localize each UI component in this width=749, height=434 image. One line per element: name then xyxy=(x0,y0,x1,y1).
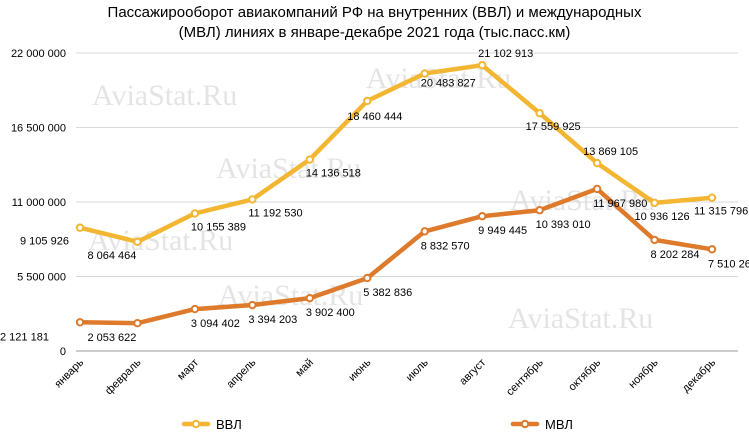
data-point xyxy=(535,108,544,118)
legend-label: МВЛ xyxy=(545,417,573,432)
data-label: 13 869 105 xyxy=(583,146,638,158)
data-point xyxy=(592,184,602,194)
watermark-layer: AviaStat.RuAviaStat.RuAviaStat.RuAviaSta… xyxy=(88,62,655,335)
chart-title-line2: (МВЛ) линиях в январе-декабре 2021 года … xyxy=(178,24,571,41)
x-tick-label: ноябрь xyxy=(627,356,661,390)
grid-lines xyxy=(76,52,738,352)
data-label: 17 559 925 xyxy=(526,121,581,133)
y-tick-label: 16 500 000 xyxy=(11,123,66,135)
watermark-text: AviaStat.Ru xyxy=(92,79,237,112)
data-label: 10 155 389 xyxy=(191,221,246,233)
data-point xyxy=(133,318,142,328)
data-point xyxy=(305,293,315,303)
data-point xyxy=(363,96,372,106)
y-tick-label: 0 xyxy=(60,346,66,358)
data-label: 2 053 622 xyxy=(87,332,136,344)
series-line-vvl xyxy=(77,62,715,245)
data-label: 14 136 518 xyxy=(306,168,361,180)
data-point xyxy=(535,206,544,215)
watermark-text: AviaStat.Ru xyxy=(508,302,653,335)
data-point xyxy=(248,195,257,204)
x-tick-label: июнь xyxy=(346,356,373,383)
x-tick-label: апрель xyxy=(224,356,258,390)
x-tick-label: декабрь xyxy=(680,356,718,394)
data-point xyxy=(305,155,315,164)
data-point xyxy=(477,60,487,70)
data-label: 18 460 444 xyxy=(347,111,402,123)
y-tick-label: 22 000 000 xyxy=(11,48,66,60)
series-points xyxy=(75,60,717,328)
y-axis: 0 5 500 000 11 000 000 16 500 000 22 000 000 xyxy=(11,48,66,358)
legend-label: ВВЛ xyxy=(216,417,242,432)
y-tick-label: 11 000 000 xyxy=(12,197,66,209)
watermark-text: AviaStat.Ru xyxy=(216,152,361,185)
x-axis: январь февраль март апрель май июнь июль август… xyxy=(52,356,718,398)
data-point xyxy=(75,223,85,232)
data-point xyxy=(75,318,85,327)
data-point xyxy=(133,237,142,246)
series-lines xyxy=(77,62,715,326)
data-label: 2 121 181 xyxy=(0,331,49,343)
chart-title: Пассажирооборот авиакомпаний РФ на внутр… xyxy=(0,3,749,43)
data-label: 3 394 203 xyxy=(248,314,297,326)
data-point xyxy=(707,193,717,202)
data-point xyxy=(363,273,372,283)
data-label: 21 102 913 xyxy=(478,48,533,60)
x-tick-label: май xyxy=(293,357,316,380)
y-tick-label: 5 500 000 xyxy=(17,272,66,284)
data-label: 11 967 980 xyxy=(593,198,647,210)
data-label: 8 202 284 xyxy=(651,249,700,261)
data-label: 5 382 836 xyxy=(363,287,412,299)
data-point xyxy=(650,198,659,208)
x-tick-label: август xyxy=(457,357,488,388)
data-label: 11 192 530 xyxy=(248,207,302,219)
legend: ВВЛ МВЛ xyxy=(181,417,573,432)
chart-title-line1: Пассажирооборот авиакомпаний РФ на внутр… xyxy=(107,4,642,21)
data-point xyxy=(707,245,717,254)
data-label: 3 094 402 xyxy=(191,318,240,330)
data-label: 3 902 400 xyxy=(306,307,355,319)
legend-swatch-point xyxy=(191,419,201,429)
data-point xyxy=(190,304,200,314)
data-point xyxy=(248,300,257,310)
data-point xyxy=(650,235,659,245)
x-tick-label: июль xyxy=(404,356,431,383)
data-label: 10 936 126 xyxy=(635,211,690,223)
data-point xyxy=(420,227,429,236)
data-label: 10 393 010 xyxy=(536,219,591,231)
data-label: 11 315 796 xyxy=(694,206,748,218)
data-label: 8 832 570 xyxy=(421,240,470,252)
data-point xyxy=(477,212,487,221)
series-line-mvl xyxy=(77,186,715,326)
data-label: 20 483 827 xyxy=(421,78,476,90)
x-tick-label: октябрь xyxy=(566,356,603,393)
data-label: 7 510 263 xyxy=(708,258,749,270)
x-tick-label: февраль xyxy=(103,356,144,397)
x-tick-label: сентябрь xyxy=(504,356,546,398)
x-tick-label: январь xyxy=(52,356,86,390)
data-label: 8 064 464 xyxy=(87,250,136,262)
data-point xyxy=(592,158,602,168)
data-label: 9 105 926 xyxy=(20,236,69,248)
data-point xyxy=(190,209,200,218)
data-point xyxy=(420,69,429,78)
legend-swatch-point xyxy=(520,419,530,429)
data-label: 9 949 445 xyxy=(478,225,527,237)
x-tick-label: март xyxy=(175,357,201,383)
